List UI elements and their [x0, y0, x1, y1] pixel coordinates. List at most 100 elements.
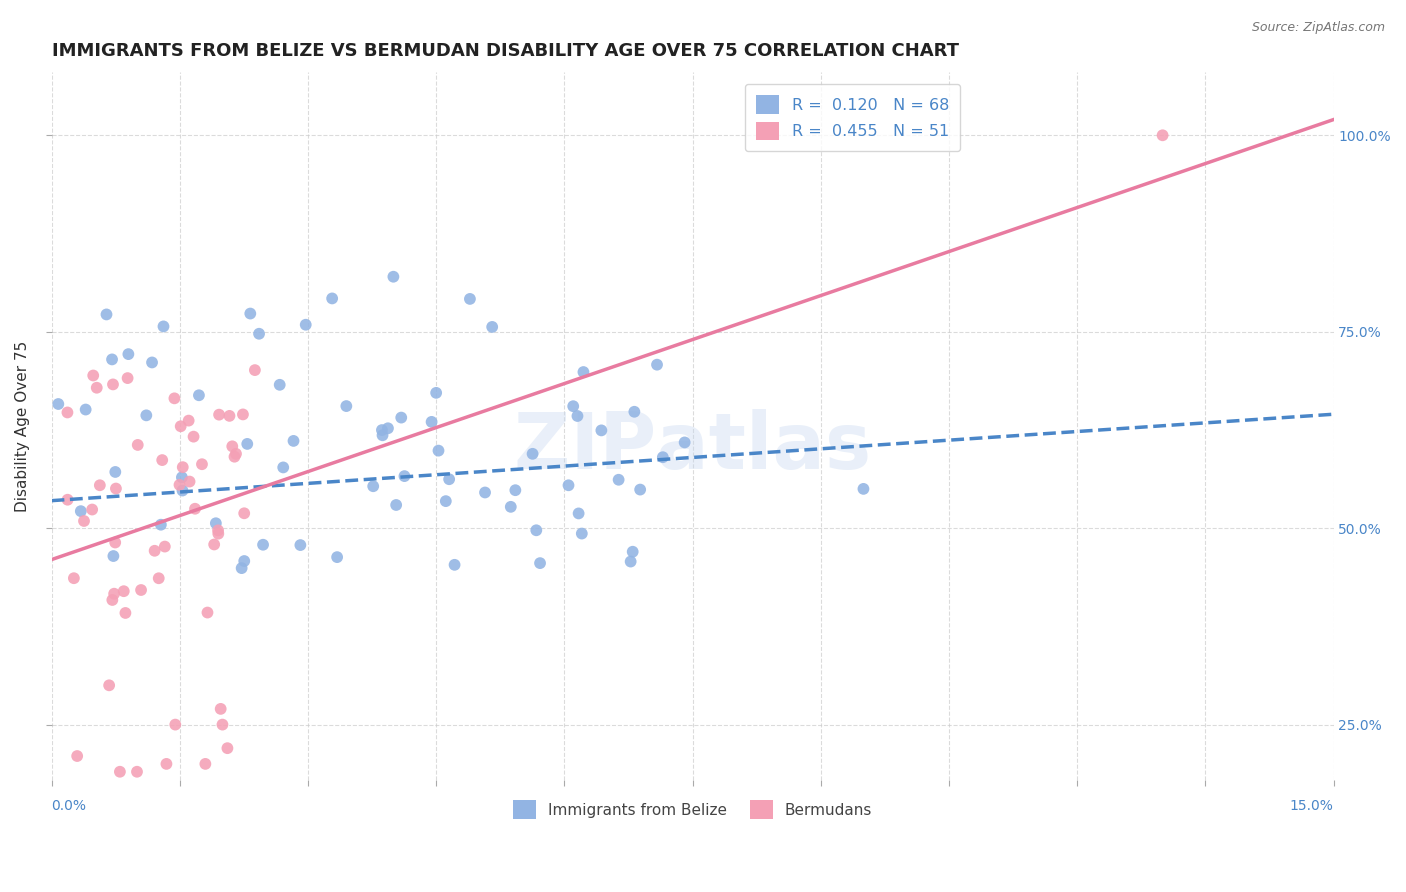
- Point: [377, 421, 399, 435]
- Point: [114, 606, 136, 620]
- Point: [152, 319, 174, 334]
- Point: [172, 483, 194, 498]
- Point: [112, 584, 135, 599]
- Point: [252, 538, 274, 552]
- Point: [101, 352, 124, 367]
- Point: [651, 450, 673, 465]
- Point: [294, 318, 316, 332]
- Point: [474, 485, 496, 500]
- Point: [125, 764, 148, 779]
- Point: [591, 423, 613, 437]
- Point: [170, 470, 193, 484]
- Point: [271, 460, 294, 475]
- Point: [221, 439, 243, 453]
- Point: [425, 385, 447, 400]
- Legend: Immigrants from Belize, Bermudans: Immigrants from Belize, Bermudans: [506, 794, 879, 825]
- Point: [326, 550, 349, 565]
- Point: [385, 498, 408, 512]
- Point: [75, 402, 97, 417]
- Point: [321, 292, 343, 306]
- Point: [434, 494, 457, 508]
- Point: [290, 538, 312, 552]
- Point: [117, 371, 139, 385]
- Point: [191, 457, 214, 471]
- Point: [567, 409, 589, 423]
- Point: [1152, 128, 1174, 143]
- Point: [141, 355, 163, 369]
- Point: [394, 469, 416, 483]
- Point: [63, 571, 86, 585]
- Point: [524, 523, 547, 537]
- Point: [232, 408, 254, 422]
- Point: [437, 472, 460, 486]
- Point: [211, 717, 233, 731]
- Text: IMMIGRANTS FROM BELIZE VS BERMUDAN DISABILITY AGE OVER 75 CORRELATION CHART: IMMIGRANTS FROM BELIZE VS BERMUDAN DISAB…: [52, 42, 959, 60]
- Point: [236, 437, 259, 451]
- Point: [197, 606, 219, 620]
- Point: [382, 269, 405, 284]
- Point: [852, 482, 875, 496]
- Point: [163, 392, 186, 406]
- Point: [243, 363, 266, 377]
- Point: [568, 507, 591, 521]
- Point: [427, 443, 450, 458]
- Point: [202, 537, 225, 551]
- Point: [103, 587, 125, 601]
- Point: [104, 482, 127, 496]
- Point: [155, 756, 177, 771]
- Point: [153, 540, 176, 554]
- Point: [104, 535, 127, 549]
- Point: [108, 764, 131, 779]
- Point: [209, 702, 232, 716]
- Point: [239, 307, 262, 321]
- Point: [481, 320, 503, 334]
- Point: [148, 571, 170, 585]
- Point: [149, 517, 172, 532]
- Point: [420, 415, 443, 429]
- Point: [46, 397, 69, 411]
- Point: [101, 377, 124, 392]
- Point: [205, 516, 228, 531]
- Point: [73, 514, 96, 528]
- Point: [522, 447, 544, 461]
- Point: [225, 447, 247, 461]
- Point: [56, 492, 79, 507]
- Text: Source: ZipAtlas.com: Source: ZipAtlas.com: [1251, 21, 1385, 34]
- Point: [224, 450, 246, 464]
- Point: [233, 506, 256, 520]
- Point: [101, 593, 124, 607]
- Point: [607, 473, 630, 487]
- Point: [129, 582, 152, 597]
- Point: [621, 545, 644, 559]
- Text: ZIP​atlas: ZIP​atlas: [515, 409, 872, 485]
- Point: [505, 483, 527, 498]
- Point: [443, 558, 465, 572]
- Point: [165, 717, 187, 731]
- Point: [335, 399, 357, 413]
- Point: [172, 460, 194, 475]
- Point: [89, 478, 111, 492]
- Point: [82, 368, 104, 383]
- Point: [269, 377, 291, 392]
- Point: [69, 504, 91, 518]
- Point: [557, 478, 579, 492]
- Point: [98, 678, 121, 692]
- Text: 0.0%: 0.0%: [52, 799, 87, 814]
- Point: [208, 408, 231, 422]
- Point: [117, 347, 139, 361]
- Point: [389, 410, 412, 425]
- Point: [183, 430, 205, 444]
- Point: [217, 741, 239, 756]
- Point: [184, 501, 207, 516]
- Point: [529, 556, 551, 570]
- Point: [135, 409, 157, 423]
- Point: [562, 399, 585, 413]
- Point: [571, 526, 593, 541]
- Point: [179, 475, 201, 489]
- Point: [620, 555, 643, 569]
- Point: [371, 428, 394, 442]
- Point: [283, 434, 305, 448]
- Point: [572, 365, 595, 379]
- Point: [82, 502, 104, 516]
- Point: [169, 478, 191, 492]
